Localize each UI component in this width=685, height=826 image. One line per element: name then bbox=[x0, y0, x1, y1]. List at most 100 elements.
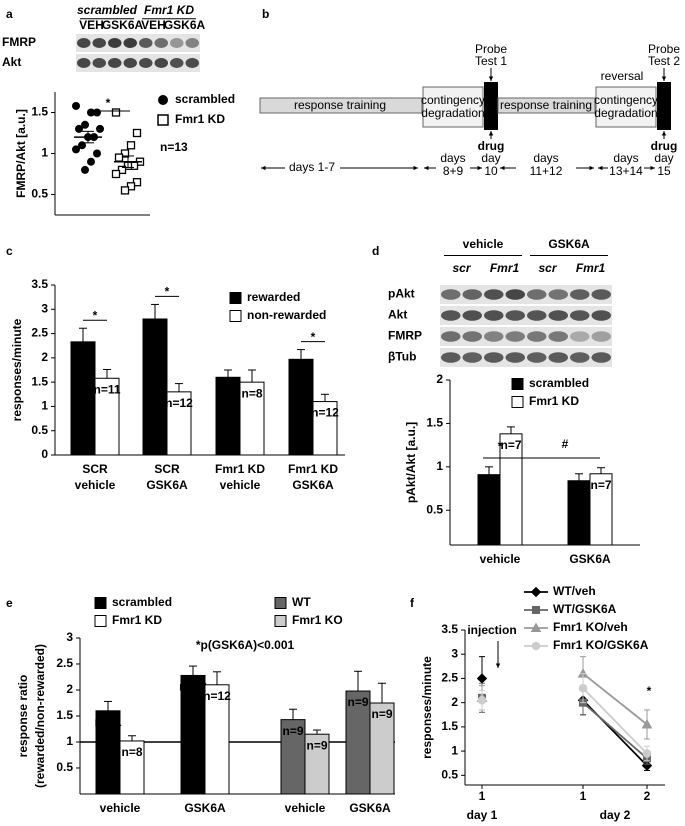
day-label: days bbox=[440, 151, 465, 165]
data-point bbox=[476, 673, 488, 684]
data-point bbox=[72, 101, 80, 110]
day-label: days 1-7 bbox=[289, 160, 335, 174]
y-tick-label: 1.5 bbox=[56, 708, 73, 722]
blot-band bbox=[123, 38, 137, 48]
x-tick-label: Fmr1 KD bbox=[215, 462, 265, 476]
arrow-head bbox=[488, 76, 494, 81]
blot-row-label: pAkt bbox=[388, 287, 415, 301]
data-point bbox=[72, 145, 80, 154]
blot-band bbox=[123, 58, 137, 68]
blot-band bbox=[441, 310, 461, 321]
arrow-head bbox=[500, 165, 505, 171]
blot-band bbox=[548, 289, 568, 300]
bar bbox=[94, 377, 120, 456]
n-label: n=7 bbox=[478, 479, 499, 493]
x-tick-label: vehicle bbox=[220, 478, 261, 492]
bar bbox=[215, 376, 241, 456]
blot-band bbox=[548, 331, 568, 342]
stage-label: degradation bbox=[594, 106, 657, 120]
y-tick-label: 2.5 bbox=[31, 326, 48, 340]
stage-bar bbox=[259, 97, 423, 114]
day-label: 15 bbox=[657, 164, 671, 178]
data-point bbox=[81, 120, 89, 129]
stage-label: degradation bbox=[421, 106, 484, 120]
legend-label: scrambled bbox=[175, 92, 235, 106]
lane-label: GSK6A bbox=[102, 18, 144, 32]
y-tick-label: 3 bbox=[41, 301, 48, 315]
arrow-head bbox=[650, 165, 655, 171]
n-label: n=8 bbox=[241, 386, 262, 400]
blot-band bbox=[441, 331, 461, 342]
day-label: 8+9 bbox=[443, 164, 464, 178]
arrow-head bbox=[598, 165, 603, 171]
series-line bbox=[582, 687, 648, 755]
series-line bbox=[582, 701, 648, 760]
y-tick-label: 3.5 bbox=[441, 622, 458, 636]
n-label: n=12 bbox=[165, 396, 193, 410]
bar bbox=[345, 690, 371, 795]
legend-label: scrambled bbox=[529, 376, 589, 390]
blot-band bbox=[570, 310, 590, 321]
y-axis-label: (rewarded/non-rewarded) bbox=[33, 644, 47, 788]
legend-swatch bbox=[274, 597, 287, 609]
significance-label: * bbox=[106, 96, 111, 110]
blot-strip bbox=[440, 348, 612, 367]
day-label: days bbox=[533, 151, 558, 165]
arrow-head bbox=[261, 165, 266, 171]
reversal-label: reversal bbox=[601, 69, 644, 83]
bar bbox=[304, 733, 330, 795]
y-axis-label: response ratio bbox=[16, 675, 30, 758]
significance-label: * bbox=[165, 285, 170, 299]
n-label: n=9 bbox=[282, 724, 303, 738]
stage-label: response training bbox=[294, 98, 386, 112]
bar bbox=[239, 381, 265, 456]
lane-label: VEH bbox=[141, 18, 166, 32]
stage-label: contingency bbox=[421, 93, 485, 107]
blot-band bbox=[462, 310, 482, 321]
lane-label: VEH bbox=[79, 18, 104, 32]
n-label: n=11 bbox=[93, 382, 120, 396]
bar bbox=[95, 710, 121, 795]
blot-band bbox=[484, 352, 504, 363]
n-label: n=12 bbox=[203, 689, 231, 703]
y-tick-label: 2.5 bbox=[441, 671, 458, 685]
blot-band bbox=[591, 331, 611, 342]
significance-label: * bbox=[498, 439, 503, 453]
y-tick-label: 1.5 bbox=[31, 105, 48, 119]
blot-band bbox=[185, 58, 199, 68]
day-label: 11+12 bbox=[530, 164, 563, 178]
n-label: n=11 bbox=[94, 715, 121, 729]
x-tick-label: vehicle bbox=[100, 801, 141, 815]
y-tick-label: 1 bbox=[451, 743, 458, 757]
arrow-head bbox=[589, 165, 594, 171]
data-point bbox=[87, 108, 95, 117]
stage-label: response training bbox=[500, 98, 592, 112]
y-tick-label: 3 bbox=[66, 630, 73, 644]
probe-label: Test 2 bbox=[648, 54, 680, 68]
day-label: 13+14 bbox=[609, 164, 643, 178]
n-label: n=7 bbox=[590, 478, 611, 492]
blot-row-label: FMRP bbox=[2, 35, 36, 49]
blot-band bbox=[108, 38, 122, 48]
arrow-head bbox=[495, 663, 501, 668]
blot-band bbox=[570, 352, 590, 363]
x-tick-label: vehicle bbox=[285, 801, 326, 815]
blot-strip bbox=[440, 306, 612, 325]
bar bbox=[288, 358, 314, 456]
legend-label: Fmr1 KD bbox=[175, 112, 225, 126]
blot-band bbox=[548, 310, 568, 321]
legend-label: WT/veh bbox=[553, 584, 596, 598]
blot-band bbox=[154, 38, 168, 48]
blot-group-label: GSK6A bbox=[548, 237, 590, 251]
blot-band bbox=[139, 38, 153, 48]
x-tick-label: Fmr1 KD bbox=[288, 462, 338, 476]
bar bbox=[312, 401, 338, 456]
x-tick-label: SCR bbox=[82, 462, 108, 476]
blot-band bbox=[92, 58, 106, 68]
blot-band bbox=[548, 352, 568, 363]
y-tick-label: 0.5 bbox=[31, 187, 48, 201]
stage-bar bbox=[497, 97, 596, 114]
blot-band bbox=[154, 58, 168, 68]
panel-label: d bbox=[372, 244, 379, 258]
arrow-head bbox=[424, 165, 429, 171]
